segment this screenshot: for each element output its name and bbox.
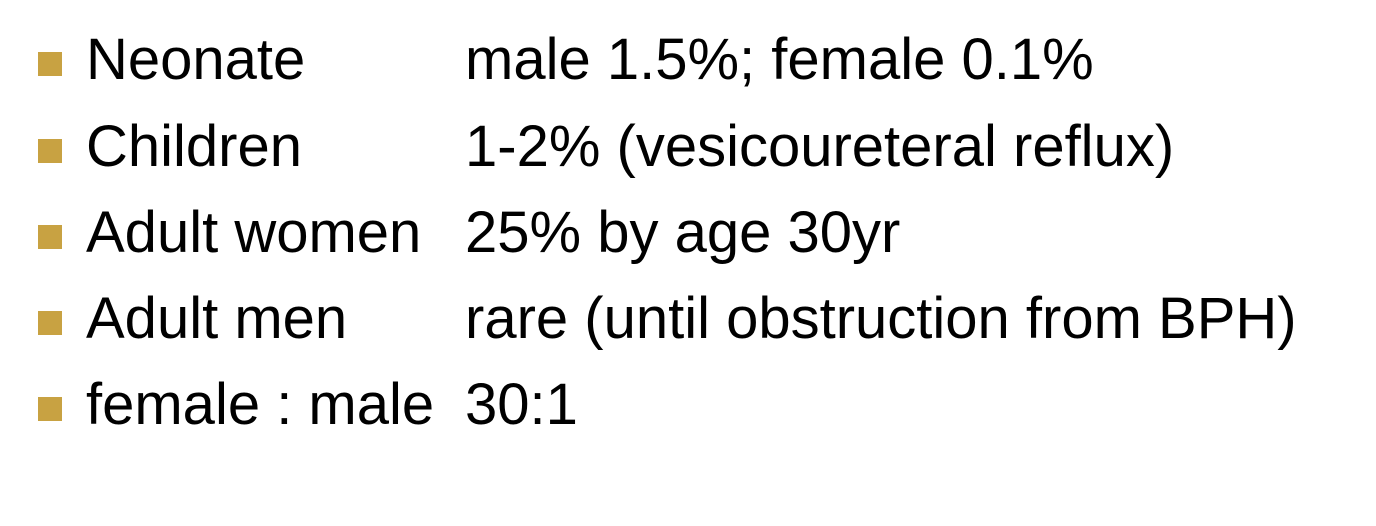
square-bullet-icon [38,52,62,76]
item-value: 30:1 [465,372,578,437]
item-value: 25% by age 30yr [465,200,901,265]
list-item: Adult men rare (until obstruction from B… [0,276,1376,362]
square-bullet-icon [38,397,62,421]
item-label: female : male [86,372,435,437]
item-label: Neonate [86,27,306,92]
item-label: Children [86,114,302,179]
list-item: Children 1-2% (vesicoureteral reflux) [0,104,1376,190]
item-label: Adult women [86,200,422,265]
square-bullet-icon [38,225,62,249]
list-item: female : male 30:1 [0,362,1376,448]
list-item: Neonate male 1.5%; female 0.1% [0,17,1376,103]
square-bullet-icon [38,311,62,335]
list-item: Adult women 25% by age 30yr [0,190,1376,276]
square-bullet-icon [38,139,62,163]
item-value: 1-2% (vesicoureteral reflux) [465,114,1175,179]
item-value: male 1.5%; female 0.1% [465,27,1094,92]
item-value: rare (until obstruction from BPH) [465,286,1297,351]
item-label: Adult men [86,286,348,351]
